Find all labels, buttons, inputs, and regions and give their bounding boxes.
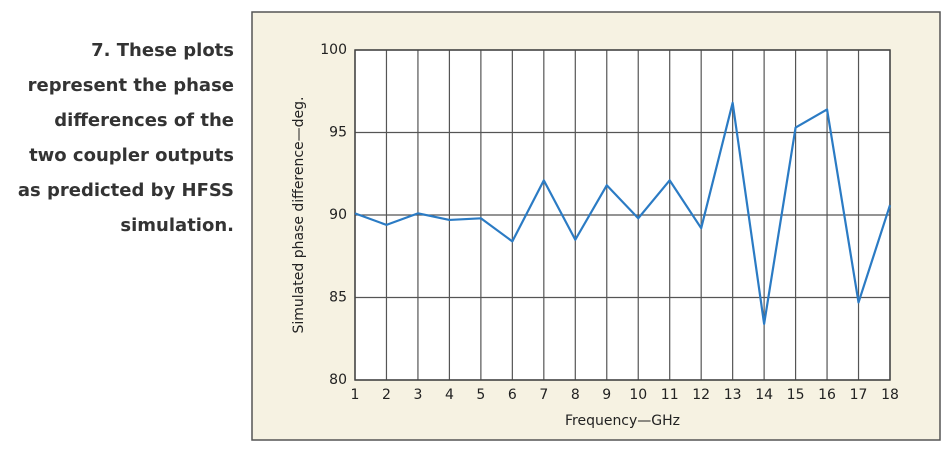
caption-line: 7. These plots [91, 40, 234, 61]
plot-border [354, 49, 891, 381]
y-tick-label: 100 [320, 42, 347, 58]
y-tick-label: 85 [329, 290, 347, 306]
x-tick-label: 18 [881, 387, 899, 403]
x-tick-label: 8 [571, 387, 580, 403]
x-tick-label: 2 [382, 387, 391, 403]
x-tick-label: 9 [602, 387, 611, 403]
x-tick-label: 17 [850, 387, 868, 403]
x-tick-label: 10 [629, 387, 647, 403]
x-axis-label: Frequency—GHz [565, 413, 680, 429]
caption-line: two coupler outputs [29, 145, 234, 166]
x-tick-label: 6 [508, 387, 517, 403]
caption-line: represent the phase [28, 75, 234, 96]
x-tick-label: 14 [755, 387, 773, 403]
x-tick-label: 16 [818, 387, 836, 403]
x-tick-label: 7 [539, 387, 548, 403]
x-tick-label: 3 [413, 387, 422, 403]
caption-line: as predicted by HFSS [18, 180, 234, 201]
x-tick-label: 1 [351, 387, 360, 403]
x-tick-label: 15 [787, 387, 805, 403]
x-tick-label: 11 [661, 387, 679, 403]
caption-line: simulation. [120, 215, 234, 236]
data-line [354, 101, 892, 325]
caption-line: differences of the [54, 110, 234, 131]
x-tick-label: 13 [724, 387, 742, 403]
x-tick-label: 5 [476, 387, 485, 403]
x-tick-label: 12 [692, 387, 710, 403]
y-tick-label: 95 [329, 125, 347, 141]
x-tick-label: 4 [445, 387, 454, 403]
y-tick-label: 90 [329, 207, 347, 223]
y-axis-label: Simulated phase difference—deg. [291, 96, 307, 333]
y-tick-label: 80 [329, 372, 347, 388]
